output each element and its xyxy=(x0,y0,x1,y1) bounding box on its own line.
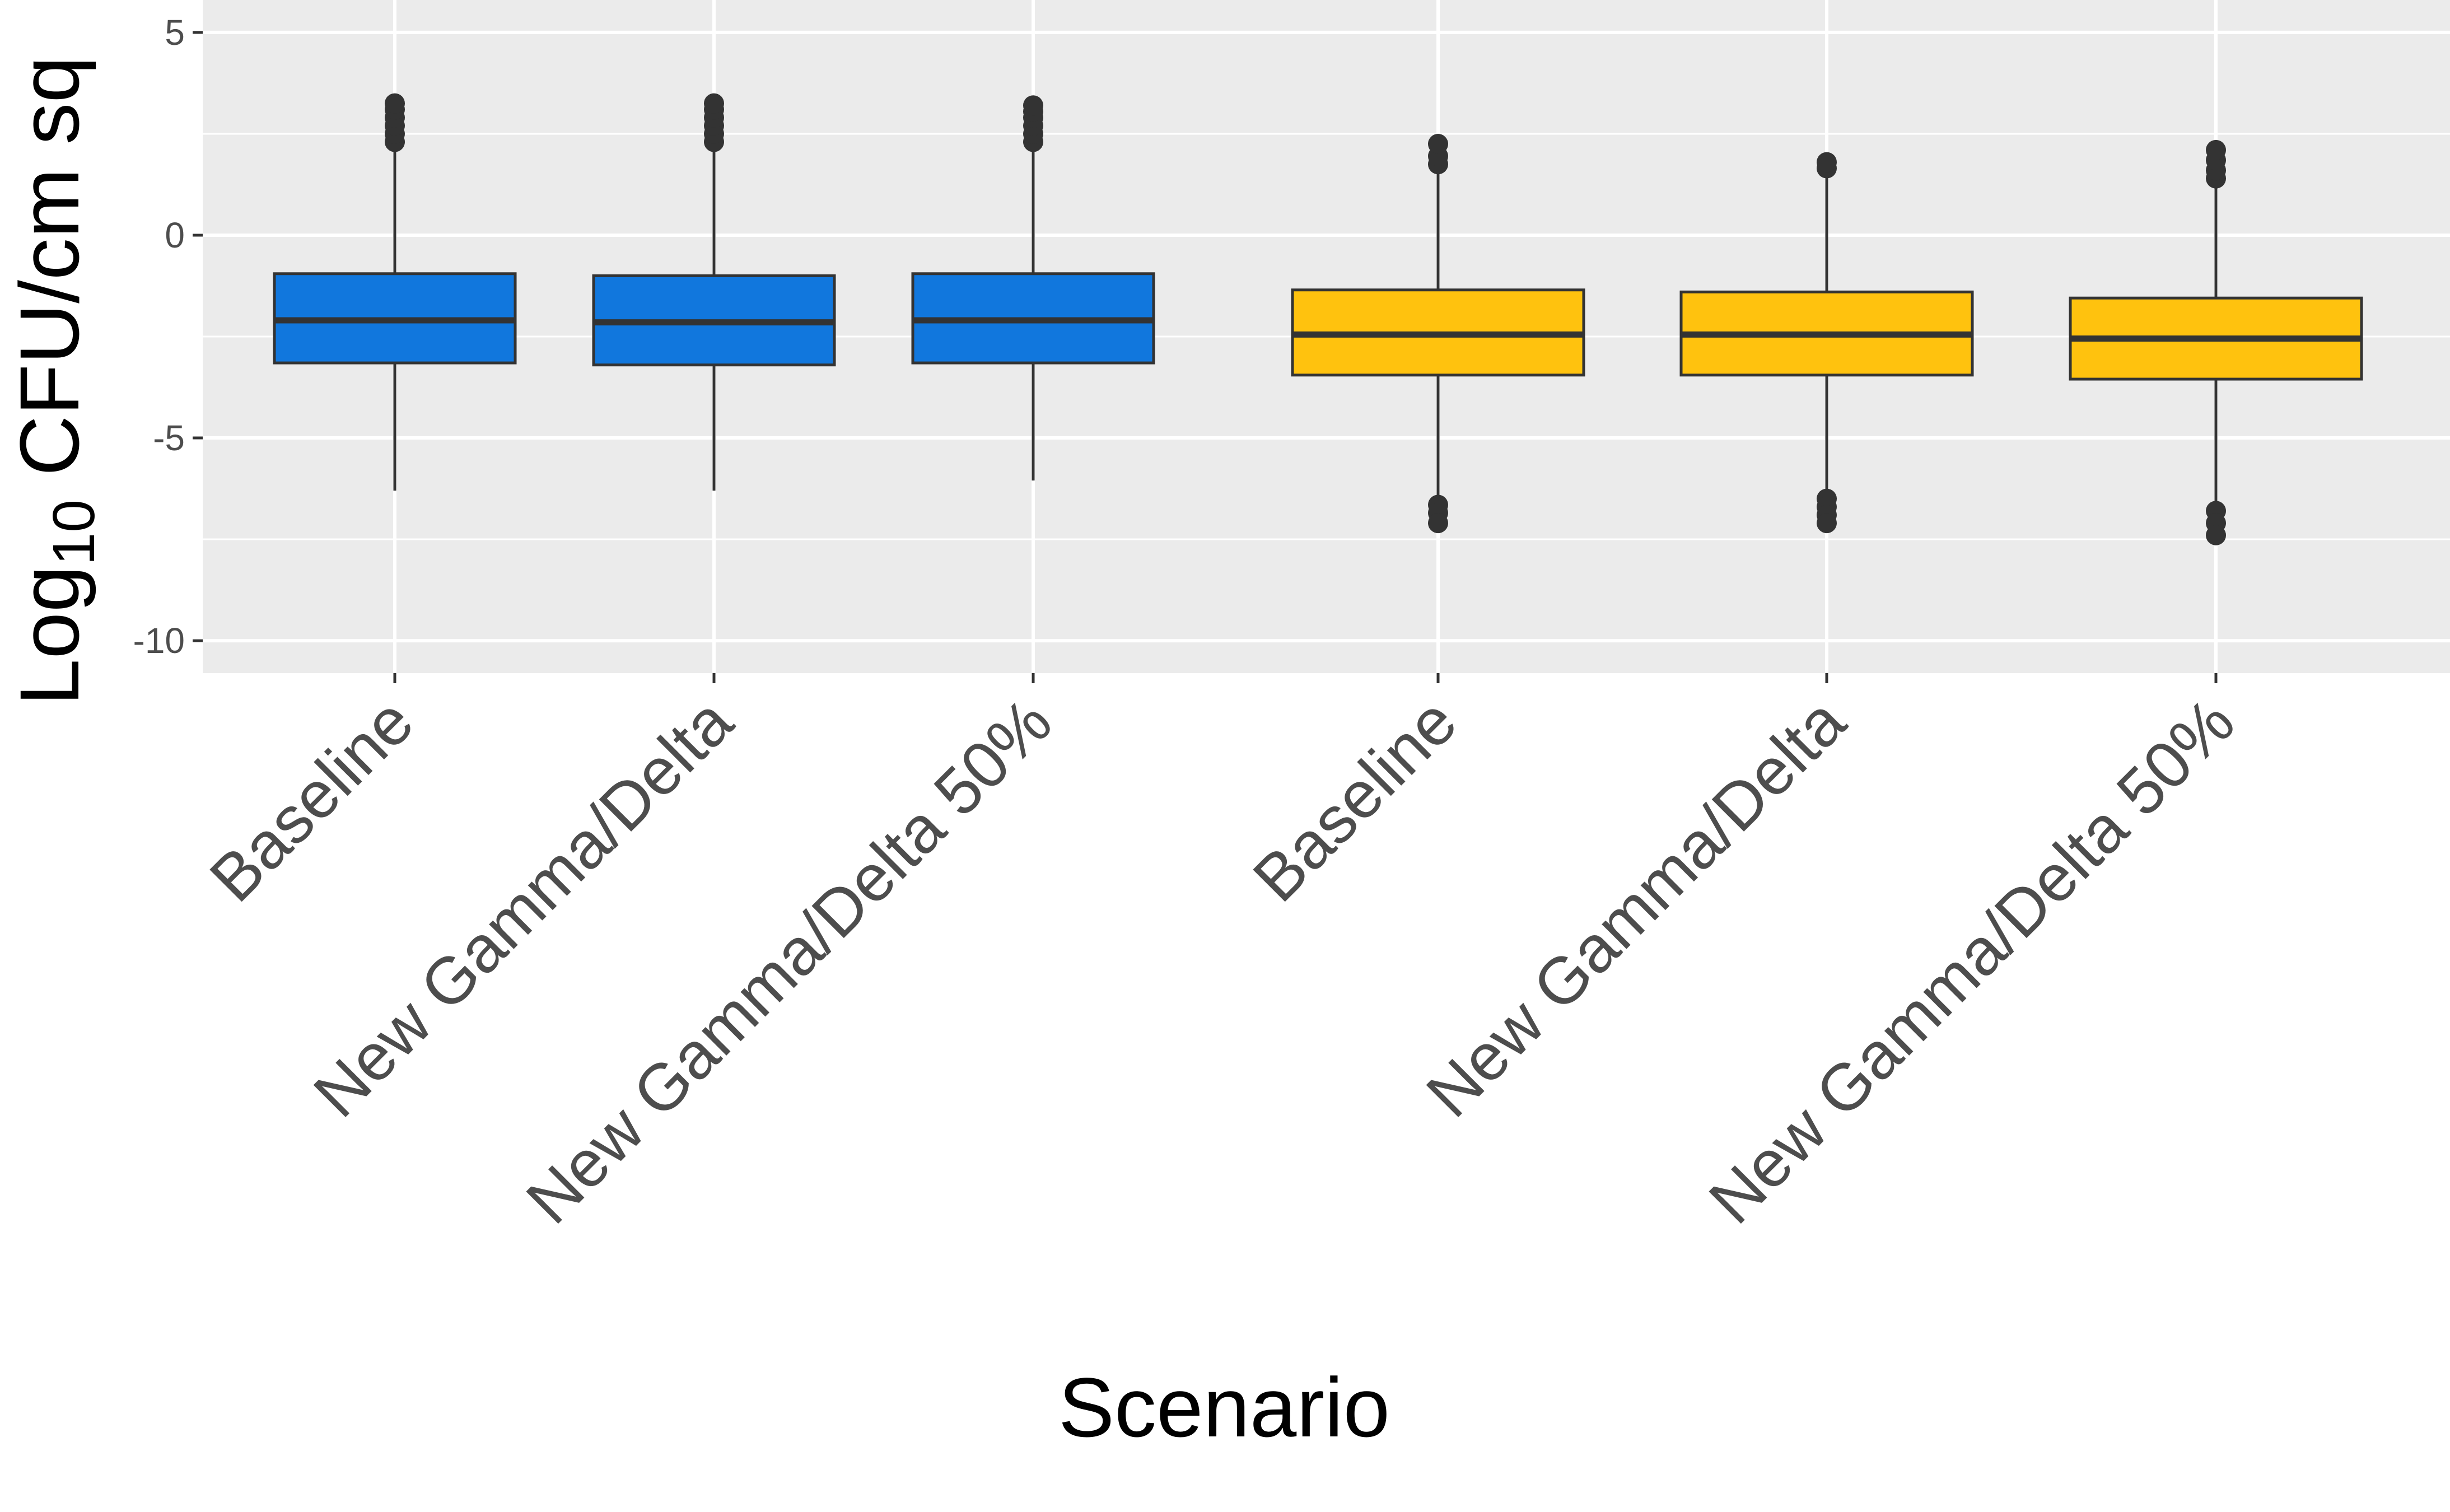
y-tick-label: 5 xyxy=(165,12,185,53)
y-axis: -10 -5 0 5 xyxy=(133,12,203,661)
y-axis-title: Log10 CFU/cm sq xyxy=(2,56,107,706)
box-series xyxy=(273,93,2363,545)
outlier-point xyxy=(1428,134,1448,155)
y-tick-label: -5 xyxy=(153,418,185,458)
y-axis-title-rest: CFU/cm sq xyxy=(2,56,96,500)
y-tick-label: -10 xyxy=(133,620,185,661)
box-1 xyxy=(273,93,517,491)
x-tick-label: New Gamma/Delta xyxy=(1412,684,1859,1131)
box-4 xyxy=(1291,134,1585,534)
outlier-point xyxy=(385,93,405,114)
box-6 xyxy=(2069,139,2363,545)
outlier-point xyxy=(2206,525,2226,545)
outlier-point xyxy=(1817,152,1837,172)
outlier-point xyxy=(2206,139,2226,160)
x-tick-label: New Gamma/Delta 50% xyxy=(512,684,1066,1238)
x-axis-title: Scenario xyxy=(1058,1360,1390,1454)
y-tick-label: 0 xyxy=(165,215,185,255)
x-tick-label: Baseline xyxy=(1239,684,1471,916)
outlier-point xyxy=(1428,513,1448,534)
box-3 xyxy=(911,95,1155,481)
x-tick-label: Baseline xyxy=(196,684,427,916)
box-5 xyxy=(1679,152,1974,534)
outlier-point xyxy=(704,93,724,114)
outlier-point xyxy=(1023,95,1043,116)
y-axis-title-main: Log xyxy=(2,566,96,706)
y-axis-title-subscript: 10 xyxy=(41,500,107,566)
outlier-point xyxy=(1817,513,1837,534)
box-2 xyxy=(592,93,836,491)
